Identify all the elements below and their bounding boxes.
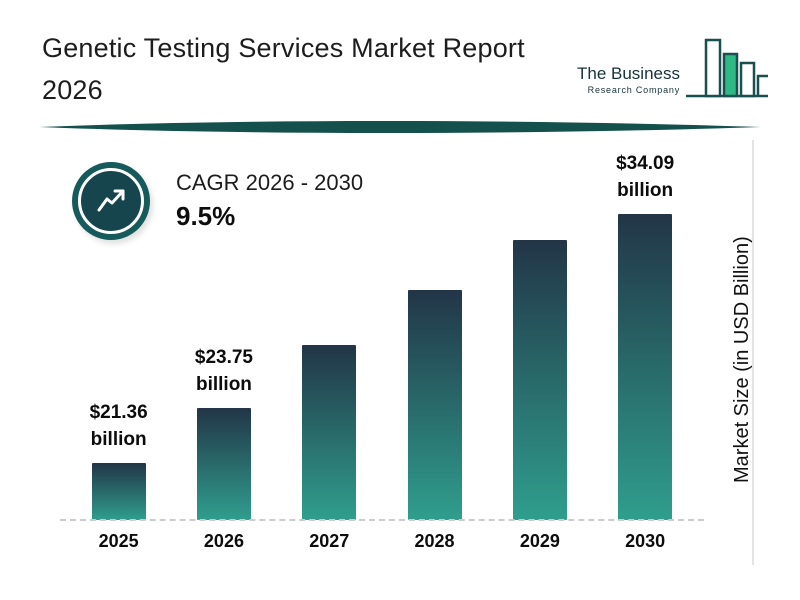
bar-column-2025: $21.36 billion (66, 148, 171, 520)
right-axis-line (752, 140, 754, 565)
bar-column-2028 (382, 148, 487, 520)
x-tick-2025: 2025 (98, 531, 139, 551)
cagr-texts: CAGR 2026 - 2030 9.5% (176, 170, 363, 232)
company-subname: Research Company (587, 85, 680, 95)
divider-line (36, 120, 764, 134)
bar-value-label-2030: $34.09 billion (616, 152, 675, 202)
bar-chart-logo-icon (684, 34, 770, 111)
x-tick-2028: 2028 (414, 531, 455, 551)
bar-column-2026: $23.75 billion (171, 148, 276, 520)
bar-2030 (618, 214, 673, 520)
x-tick-2027: 2027 (309, 531, 350, 551)
bars-row: $21.36 billion $23.75 billion $34.09 billion (66, 148, 698, 520)
page-title-line1: Genetic Testing Services Market Report (42, 33, 525, 63)
bar-column-2027 (277, 148, 382, 520)
page-title: Genetic Testing Services Market Report 2… (42, 28, 572, 112)
x-axis-baseline (60, 519, 704, 521)
bar-column-2029 (487, 148, 592, 520)
x-tick-2026: 2026 (203, 531, 244, 551)
x-tick-2029: 2029 (519, 531, 560, 551)
bar-value-label-2025: $21.36 billion (89, 401, 148, 451)
x-tick-2030: 2030 (625, 531, 666, 551)
page-title-line2: 2026 (42, 74, 103, 105)
company-logo: The Business Research Company (577, 34, 770, 111)
cagr-label: CAGR 2026 - 2030 (176, 170, 364, 195)
trend-up-icon (78, 168, 144, 234)
bar-2025 (91, 463, 146, 520)
company-logo-text: The Business Research Company (577, 64, 680, 95)
bar-2026 (196, 408, 251, 520)
bar-2029 (512, 240, 567, 520)
cagr-block: CAGR 2026 - 2030 9.5% (70, 160, 363, 242)
company-name: The Business (577, 64, 680, 83)
bar-column-2030: $34.09 billion (592, 148, 697, 520)
bar-2027 (302, 345, 357, 520)
bar-value-label-2026: $23.75 billion (194, 346, 253, 396)
years-row: 2025 2026 2027 2028 2029 2030 (66, 531, 698, 552)
bar-2028 (407, 290, 462, 520)
y-axis-label: Market Size (in USD Billion) (731, 236, 753, 484)
cagr-value: 9.5% (176, 201, 236, 231)
